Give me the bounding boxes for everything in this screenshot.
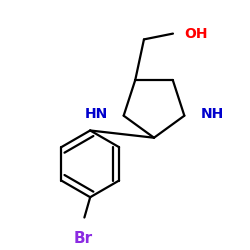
Text: OH: OH [184,26,208,40]
Text: Br: Br [73,230,92,246]
Text: HN: HN [84,107,108,121]
Text: NH: NH [200,107,224,121]
